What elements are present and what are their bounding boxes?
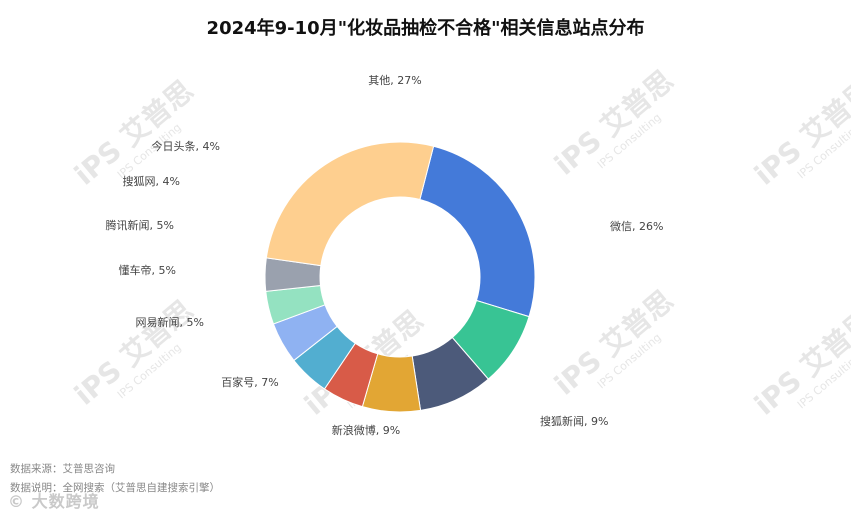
slice-label-网易新闻: 网易新闻, 5% [136,315,204,329]
slice-label-微信: 微信, 26% [610,219,663,233]
data-description-note: 数据说明：全网搜索（艾普思自建搜索引擎） [10,482,220,494]
platform-logo: © 大数跨境 [8,492,100,511]
slice-labels: 微信, 26% 搜狐新闻, 9% 新浪微博, 9% 百家号, 7% 网易新闻, 5% 懂车… [106,74,664,437]
chart-title: 2024年9-10月"化妆品抽检不合格"相关信息站点分布 [206,18,645,39]
slice-label-懂车帝: 懂车帝, 5% [119,263,176,277]
slice-label-搜狐网: 搜狐网, 4% [123,174,180,188]
slice-label-百家号: 百家号, 7% [221,375,278,389]
slice-微信 [419,145,536,318]
donut-slices [264,141,536,413]
slice-其他 [265,141,435,267]
data-source-note: 数据来源：艾普思咨询 [10,463,115,475]
slice-label-腾讯新闻: 腾讯新闻, 5% [106,218,174,232]
slice-label-今日头条: 今日头条, 4% [152,139,220,153]
slice-label-新浪微博: 新浪微博, 9% [332,423,400,437]
slice-label-搜狐新闻: 搜狐新闻, 9% [540,414,608,428]
slice-label-其他: 其他, 27% [368,74,421,87]
